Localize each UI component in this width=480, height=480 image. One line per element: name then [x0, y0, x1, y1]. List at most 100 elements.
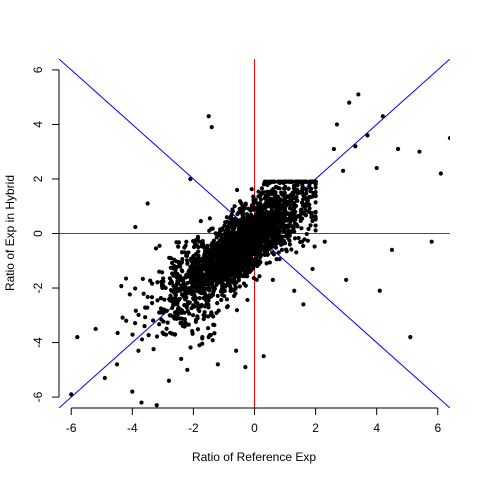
- data-point: [309, 212, 314, 217]
- data-point: [264, 203, 269, 208]
- data-point: [313, 185, 318, 190]
- data-point: [245, 297, 250, 303]
- data-point: [236, 210, 241, 215]
- data-point: [207, 268, 212, 273]
- data-point: [310, 194, 315, 199]
- data-point-outlier: [447, 135, 450, 141]
- y-tick-label: -4: [31, 337, 45, 348]
- data-point: [292, 229, 297, 234]
- data-point: [191, 254, 196, 259]
- data-point: [297, 190, 302, 195]
- data-point: [204, 301, 209, 306]
- data-point: [249, 252, 254, 257]
- data-point: [299, 226, 304, 231]
- data-point: [167, 313, 172, 318]
- data-point: [176, 259, 181, 265]
- data-point: [210, 338, 215, 343]
- data-point: [230, 207, 235, 212]
- data-point: [307, 206, 312, 211]
- data-point: [217, 264, 222, 269]
- y-tick-label: -2: [31, 282, 45, 293]
- data-point: [157, 243, 162, 248]
- data-point: [268, 216, 273, 221]
- data-point: [176, 287, 181, 292]
- data-point: [289, 247, 294, 252]
- data-point: [173, 296, 178, 301]
- data-point: [242, 236, 247, 241]
- data-point: [143, 315, 148, 320]
- data-point: [259, 245, 264, 251]
- data-point: [279, 203, 285, 209]
- data-point: [207, 272, 212, 277]
- data-point: [281, 207, 287, 212]
- data-point: [160, 285, 165, 290]
- data-point: [123, 276, 129, 281]
- data-point: [254, 206, 260, 211]
- data-point: [157, 322, 162, 327]
- data-point: [229, 273, 234, 278]
- data-point: [254, 228, 259, 233]
- data-point: [248, 234, 253, 239]
- data-point: [223, 255, 228, 260]
- data-point: [227, 266, 232, 271]
- data-point: [270, 209, 275, 214]
- data-point: [222, 264, 228, 270]
- data-point-outlier: [145, 201, 150, 206]
- data-point: [276, 250, 281, 255]
- data-point: [151, 318, 156, 323]
- data-point: [186, 322, 191, 327]
- data-point: [224, 282, 229, 288]
- data-point: [210, 282, 215, 287]
- data-point: [197, 308, 202, 314]
- data-point: [218, 238, 224, 243]
- data-point: [301, 243, 306, 249]
- data-point: [247, 222, 253, 227]
- data-point: [163, 285, 168, 291]
- data-point-outlier: [154, 403, 159, 408]
- data-point-outlier: [124, 318, 129, 323]
- data-point: [209, 310, 214, 315]
- x-tick-label: 4: [373, 421, 380, 435]
- data-point: [231, 293, 237, 299]
- data-point: [208, 332, 213, 338]
- data-point: [139, 337, 145, 342]
- data-point: [213, 247, 218, 252]
- data-point: [293, 195, 299, 200]
- data-point: [172, 316, 177, 321]
- data-point: [304, 187, 309, 192]
- data-point: [271, 233, 276, 238]
- data-point: [238, 255, 243, 260]
- data-point: [234, 262, 239, 267]
- data-point: [201, 256, 206, 261]
- data-point: [271, 186, 276, 192]
- data-point: [203, 253, 208, 258]
- data-point: [275, 207, 280, 212]
- data-point: [218, 276, 224, 282]
- data-point: [193, 273, 198, 278]
- data-point: [313, 209, 318, 215]
- data-point: [215, 293, 220, 299]
- data-point: [140, 276, 145, 281]
- data-point: [256, 218, 261, 223]
- data-point: [235, 243, 240, 248]
- data-point: [197, 296, 202, 301]
- data-point: [219, 297, 224, 303]
- data-point: [236, 273, 241, 278]
- data-point: [269, 243, 275, 249]
- data-point: [223, 269, 228, 274]
- data-point: [258, 260, 263, 265]
- data-point: [157, 269, 162, 274]
- data-point: [174, 281, 180, 286]
- data-point-outlier: [209, 125, 214, 130]
- data-point: [222, 248, 227, 253]
- data-point: [282, 200, 287, 205]
- data-point: [285, 211, 290, 216]
- data-point: [163, 332, 169, 337]
- data-point-outlier: [377, 288, 382, 293]
- data-point: [241, 281, 247, 286]
- data-point: [288, 200, 293, 205]
- data-point: [226, 244, 231, 249]
- data-point: [305, 203, 310, 208]
- data-point: [304, 191, 309, 196]
- data-point: [308, 179, 314, 184]
